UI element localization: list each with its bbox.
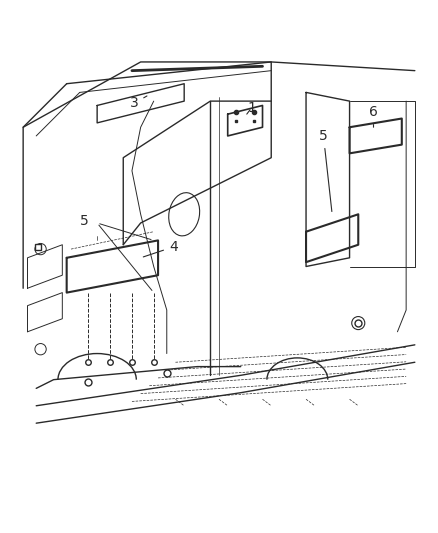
Text: 6: 6	[369, 105, 378, 127]
Text: 5: 5	[80, 214, 88, 228]
Text: 4: 4	[143, 240, 178, 257]
Text: 5: 5	[319, 129, 332, 212]
Text: 3: 3	[130, 96, 147, 110]
Text: 1: 1	[247, 101, 256, 115]
